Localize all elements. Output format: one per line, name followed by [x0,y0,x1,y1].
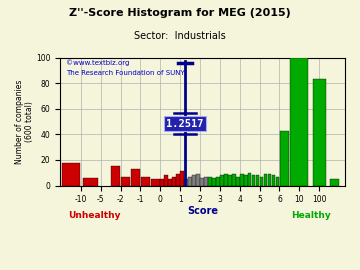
Text: The Research Foundation of SUNY: The Research Foundation of SUNY [66,70,184,76]
Bar [165,175,168,185]
Bar [240,174,244,185]
Text: 1.2517: 1.2517 [166,119,204,129]
Bar [280,130,289,185]
Bar [151,179,160,185]
Bar [212,178,216,185]
Bar [329,179,339,185]
Bar [244,175,248,185]
Bar [121,177,130,185]
Bar [260,177,264,185]
Bar [276,177,279,185]
Bar [228,175,231,185]
Bar [62,163,80,185]
Bar [176,174,180,185]
Bar [220,175,224,185]
Bar [313,79,325,185]
Bar [172,177,176,185]
Bar [208,177,212,185]
Bar [224,174,228,185]
Bar [161,179,164,185]
Bar [236,177,240,185]
Bar [232,174,235,185]
X-axis label: Score: Score [187,206,218,216]
Bar [204,177,208,185]
Bar [188,177,192,185]
Bar [180,171,184,185]
Bar [264,174,267,185]
Bar [168,179,172,185]
Bar [256,175,260,185]
Bar [192,175,196,185]
Bar [141,177,150,185]
Bar [290,58,309,185]
Bar [272,175,275,185]
Bar [84,178,98,185]
Y-axis label: Number of companies
(600 total): Number of companies (600 total) [15,79,35,164]
Bar [216,177,220,185]
Bar [248,173,252,185]
Bar [200,178,204,185]
Text: Unhealthy: Unhealthy [68,211,121,220]
Bar [111,166,120,185]
Text: ©www.textbiz.org: ©www.textbiz.org [66,59,129,66]
Bar [252,175,256,185]
Bar [196,174,200,185]
Text: Z''-Score Histogram for MEG (2015): Z''-Score Histogram for MEG (2015) [69,8,291,18]
Text: Healthy: Healthy [291,211,331,220]
Bar [184,179,188,185]
Bar [268,174,271,185]
Text: Sector:  Industrials: Sector: Industrials [134,31,226,41]
Bar [131,169,140,185]
